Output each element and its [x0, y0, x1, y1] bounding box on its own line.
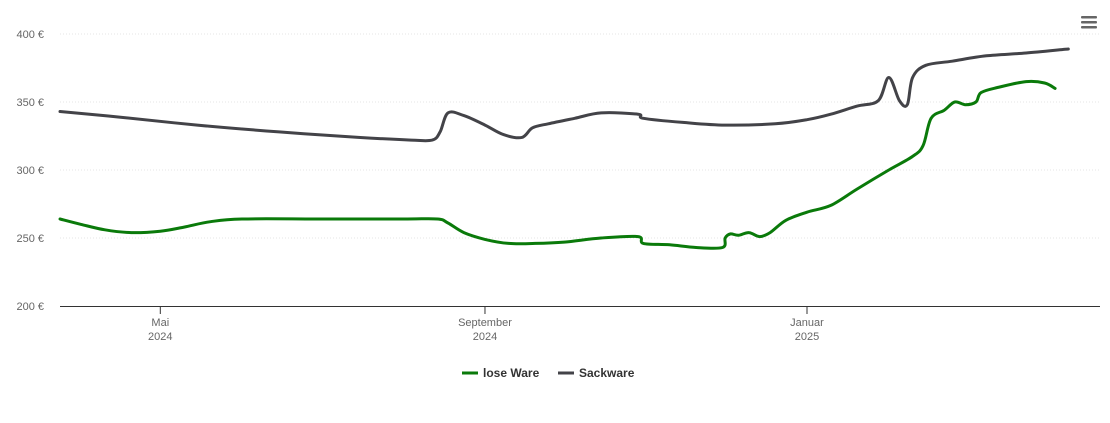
- y-tick-label: 350 €: [16, 97, 44, 109]
- x-tick-year-label: 2024: [473, 331, 497, 343]
- legend: lose Ware Sackware: [462, 366, 635, 380]
- x-tick-label: September: [458, 317, 512, 329]
- x-tick-label: Mai: [151, 317, 169, 329]
- x-tick-label: Januar: [790, 317, 824, 329]
- x-axis: Mai 2024 September 2024 Januar 2025: [60, 306, 1100, 343]
- series-line-sackware[interactable]: [58, 47, 1070, 143]
- legend-label: Sackware: [579, 366, 635, 380]
- grid-lines: [60, 33, 1100, 239]
- y-tick-label: 400 €: [16, 29, 44, 41]
- legend-item-sackware[interactable]: Sackware: [558, 366, 635, 380]
- series-line-lose-ware[interactable]: [58, 79, 1057, 250]
- y-tick-label: 200 €: [16, 301, 44, 313]
- series-lines: [58, 47, 1070, 250]
- x-tick-year-label: 2024: [148, 331, 172, 343]
- y-tick-label: 300 €: [16, 165, 44, 177]
- y-axis: 200 € 250 € 300 € 350 € 400 €: [16, 29, 44, 313]
- legend-item-lose-ware[interactable]: lose Ware: [462, 366, 540, 380]
- y-tick-label: 250 €: [16, 233, 44, 245]
- legend-label: lose Ware: [483, 366, 540, 380]
- hamburger-menu-icon: [1081, 16, 1097, 29]
- x-tick-year-label: 2025: [795, 331, 819, 343]
- chart-menu-button[interactable]: [1080, 14, 1098, 32]
